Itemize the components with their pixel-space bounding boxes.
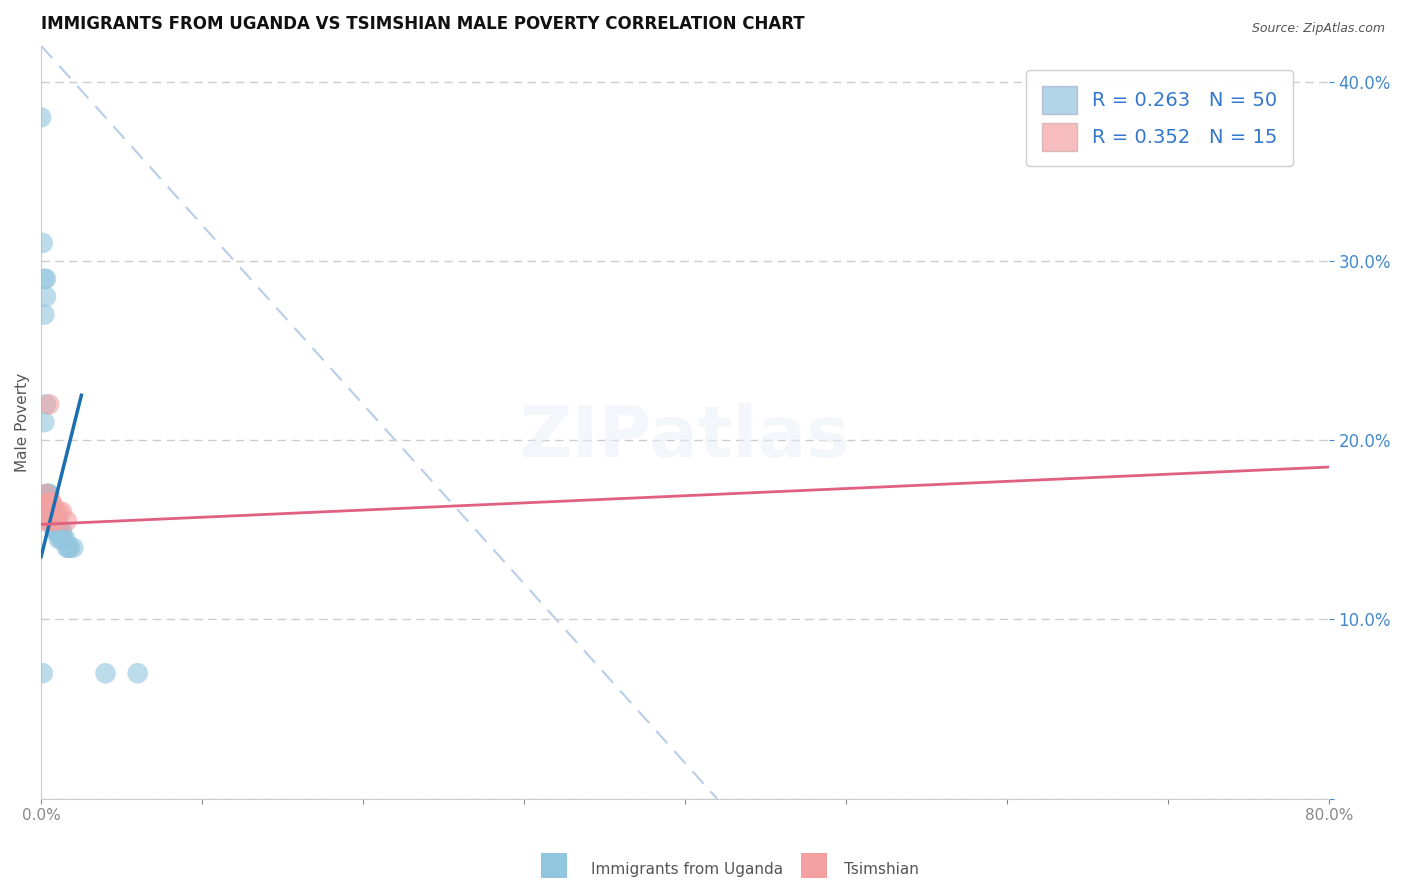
Point <box>41 514 63 528</box>
Point <box>34 272 56 286</box>
Point <box>45 523 67 537</box>
Point <box>48 523 70 537</box>
Point <box>38 397 60 411</box>
Point <box>35 290 58 304</box>
Point <box>37 487 59 501</box>
Point <box>41 505 63 519</box>
Point <box>45 505 67 519</box>
Point <box>34 415 56 429</box>
Point <box>35 487 58 501</box>
Text: Immigrants from Uganda: Immigrants from Uganda <box>591 863 783 877</box>
Point <box>49 523 72 537</box>
Point <box>37 505 59 519</box>
Point <box>45 514 67 528</box>
Point <box>46 523 69 537</box>
Text: ZIPatlas: ZIPatlas <box>520 403 851 472</box>
Point <box>39 514 62 528</box>
Point <box>39 514 62 528</box>
Point <box>31 514 53 528</box>
Point <box>94 666 117 681</box>
Point <box>59 541 82 555</box>
Y-axis label: Male Poverty: Male Poverty <box>15 373 30 472</box>
Point <box>41 496 63 510</box>
Point <box>56 541 79 555</box>
Point <box>38 496 60 510</box>
Point <box>31 666 53 681</box>
Point <box>41 514 63 528</box>
Point <box>38 487 60 501</box>
Point <box>38 505 60 519</box>
Point <box>37 487 59 501</box>
Point <box>58 541 80 555</box>
Point <box>45 523 67 537</box>
Point <box>42 514 65 528</box>
Point <box>34 496 56 510</box>
Point <box>52 532 75 546</box>
Text: IMMIGRANTS FROM UGANDA VS TSIMSHIAN MALE POVERTY CORRELATION CHART: IMMIGRANTS FROM UGANDA VS TSIMSHIAN MALE… <box>41 15 804 33</box>
Point <box>51 532 73 546</box>
Point <box>48 532 70 546</box>
Point <box>62 541 84 555</box>
Point <box>39 496 62 510</box>
Point <box>35 505 58 519</box>
Point <box>42 523 65 537</box>
Point <box>42 514 65 528</box>
Point <box>56 514 79 528</box>
Point <box>46 514 69 528</box>
Point <box>34 308 56 322</box>
Point <box>35 397 58 411</box>
Point <box>51 505 73 519</box>
Point <box>39 514 62 528</box>
Point <box>38 514 60 528</box>
Point <box>53 532 76 546</box>
Point <box>42 514 65 528</box>
Point <box>42 514 65 528</box>
Point <box>49 532 72 546</box>
Point <box>39 496 62 510</box>
Point <box>38 487 60 501</box>
Point <box>35 272 58 286</box>
Point <box>39 514 62 528</box>
Point <box>30 111 52 125</box>
Point <box>48 505 70 519</box>
Point <box>31 235 53 250</box>
Point <box>51 523 73 537</box>
Legend: R = 0.263   N = 50, R = 0.352   N = 15: R = 0.263 N = 50, R = 0.352 N = 15 <box>1026 70 1294 166</box>
Point <box>46 523 69 537</box>
Point <box>39 505 62 519</box>
Point <box>37 514 59 528</box>
Point <box>127 666 149 681</box>
Text: Tsimshian: Tsimshian <box>844 863 918 877</box>
Point <box>46 514 69 528</box>
Point <box>37 505 59 519</box>
Text: Source: ZipAtlas.com: Source: ZipAtlas.com <box>1251 22 1385 36</box>
